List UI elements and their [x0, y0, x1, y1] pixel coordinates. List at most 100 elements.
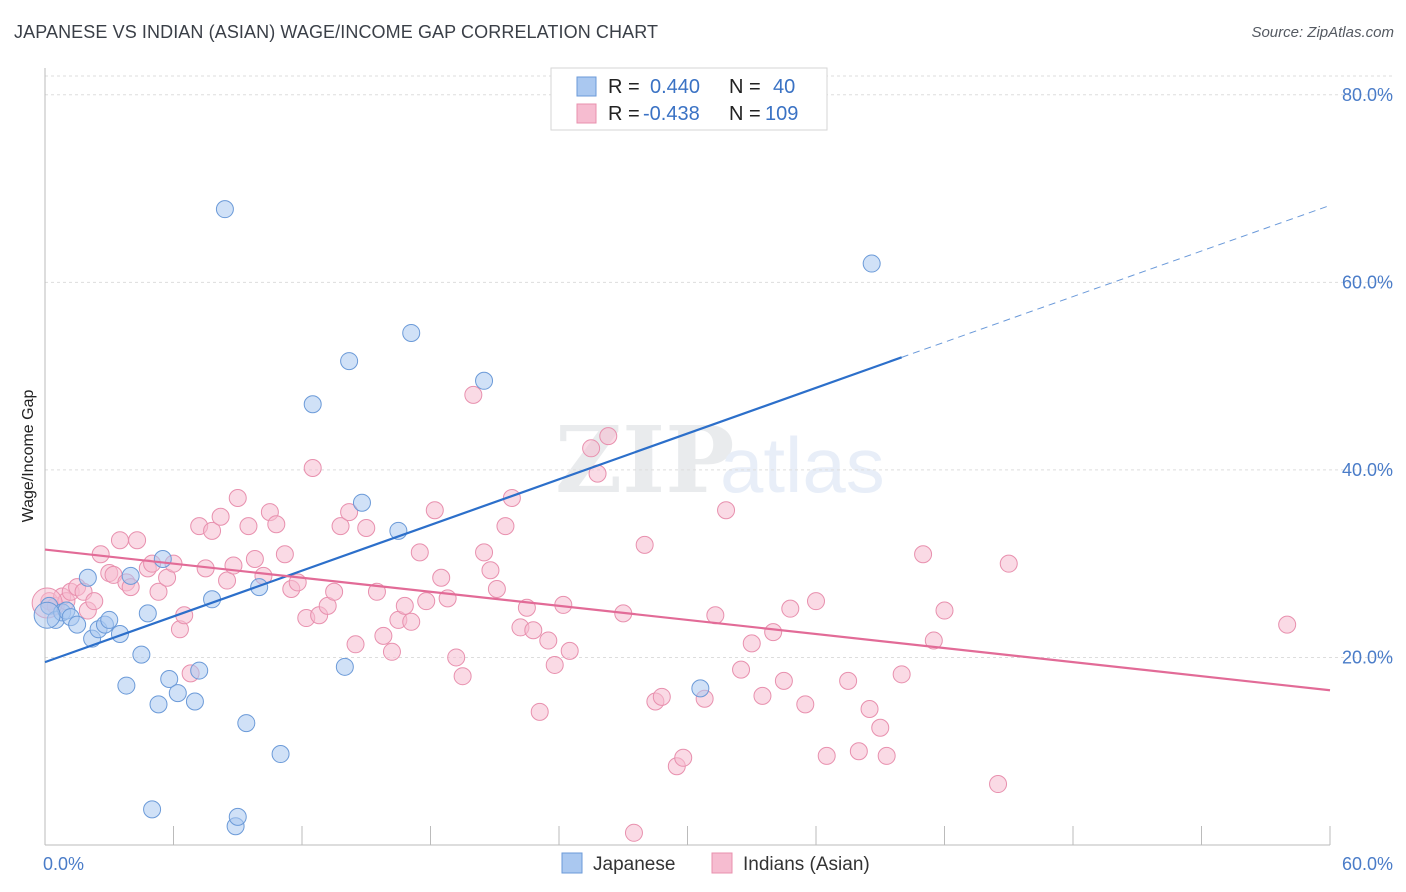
bottom-legend-indian: Indians (Asian) [743, 854, 870, 875]
point-indian-85 [706, 606, 725, 625]
point-japanese-12 [117, 676, 136, 695]
legend-r-value-indian: -0.438 [643, 103, 700, 125]
point-japanese-21 [185, 692, 204, 711]
point-indian-59 [447, 648, 466, 667]
point-indian-83 [674, 748, 693, 767]
legend-r-label-indian: R = [608, 103, 640, 125]
point-indian-32 [245, 549, 264, 568]
point-indian-92 [781, 599, 800, 618]
point-indian-102 [914, 545, 933, 564]
legend-n-label-indian: N = [729, 103, 761, 125]
trend-indian [44, 548, 1331, 692]
correlation-legend: R = 0.440 N = 40 R = -0.438 N = 109 [550, 67, 828, 131]
point-indian-18 [149, 582, 168, 601]
point-indian-100 [877, 746, 896, 765]
point-indian-36 [275, 545, 294, 564]
point-indian-48 [367, 582, 386, 601]
point-indian-61 [464, 385, 483, 404]
point-japanese-20 [168, 684, 187, 703]
point-indian-65 [496, 517, 515, 536]
point-japanese-26 [228, 807, 247, 826]
point-indian-53 [402, 612, 421, 631]
point-indian-103 [924, 631, 943, 650]
point-indian-99 [871, 718, 890, 737]
legend-r-label-japanese: R = [608, 76, 640, 98]
point-indian-55 [417, 592, 436, 611]
point-japanese-18 [153, 549, 172, 568]
y-tick-label-80: 80.0% [1342, 85, 1393, 105]
legend-swatch-japanese [576, 76, 597, 97]
point-indian-54 [410, 543, 429, 562]
point-indian-26 [203, 521, 222, 540]
point-indian-70 [530, 702, 549, 721]
point-indian-101 [892, 665, 911, 684]
point-indian-105 [989, 775, 1008, 794]
point-japanese-30 [303, 395, 322, 414]
point-indian-104 [935, 601, 954, 620]
point-indian-94 [807, 592, 825, 611]
point-indian-56 [425, 501, 444, 520]
point-japanese-33 [352, 493, 371, 512]
point-japanese-31 [335, 657, 354, 676]
series-japanese [33, 200, 881, 836]
point-japanese-27 [237, 714, 256, 733]
point-japanese-36 [475, 371, 494, 390]
point-indian-71 [539, 631, 558, 650]
point-indian-27 [211, 507, 230, 526]
bottom-legend-swatch-japanese [561, 852, 583, 874]
x-tick-label-max: 60.0% [1342, 854, 1393, 874]
bottom-legend-swatch-indian [711, 852, 733, 874]
point-indian-96 [839, 671, 858, 690]
y-tick-label-20: 20.0% [1342, 647, 1393, 667]
point-japanese-29 [271, 745, 290, 764]
trend-japanese-solid [44, 356, 903, 664]
point-japanese-37 [691, 679, 710, 698]
point-indian-98 [860, 700, 879, 719]
point-indian-91 [774, 671, 793, 690]
point-indian-28 [218, 571, 237, 590]
point-indian-43 [325, 582, 344, 601]
point-indian-30 [228, 489, 247, 508]
point-indian-46 [346, 635, 365, 654]
point-indian-35 [267, 515, 286, 534]
point-indian-64 [487, 579, 506, 598]
point-japanese-13 [121, 566, 140, 585]
point-japanese-28 [250, 578, 269, 597]
legend-swatch-indian [576, 103, 597, 124]
legend-n-value-indian: 109 [765, 103, 798, 125]
point-japanese-16 [143, 800, 162, 819]
point-indian-60 [453, 667, 472, 686]
point-japanese-22 [190, 661, 209, 680]
point-indian-8 [85, 592, 104, 611]
point-japanese-6 [78, 568, 97, 587]
point-japanese-38 [862, 254, 881, 273]
point-indian-107 [1278, 615, 1297, 634]
point-indian-40 [303, 459, 322, 478]
point-japanese-10 [100, 610, 119, 629]
y-tick-label-60: 60.0% [1342, 272, 1393, 292]
point-indian-63 [481, 561, 500, 580]
bottom-legend-japanese: Japanese [593, 854, 675, 875]
axes [44, 68, 1331, 846]
series-legend: Japanese Indians (Asian) [561, 852, 870, 875]
trend-japanese-dashed [901, 204, 1331, 358]
y-axis-label: Wage/Income Gap [20, 390, 37, 523]
point-indian-95 [817, 746, 836, 765]
point-indian-79 [635, 535, 654, 554]
point-indian-86 [717, 501, 736, 520]
watermark-zip: ZIP [555, 406, 734, 514]
point-indian-52 [395, 596, 414, 615]
point-indian-90 [764, 623, 783, 642]
point-indian-44 [331, 517, 350, 536]
point-indian-77 [599, 427, 618, 446]
chart-title: JAPANESE VS INDIAN (ASIAN) WAGE/INCOME G… [14, 22, 659, 42]
legend-n-value-japanese: 40 [773, 76, 795, 98]
point-indian-106 [999, 554, 1018, 573]
point-indian-87 [732, 660, 751, 679]
point-indian-72 [545, 655, 564, 674]
trend-lines [44, 204, 1331, 692]
point-indian-74 [560, 641, 579, 660]
point-indian-81 [652, 687, 671, 706]
point-japanese-17 [149, 695, 168, 714]
